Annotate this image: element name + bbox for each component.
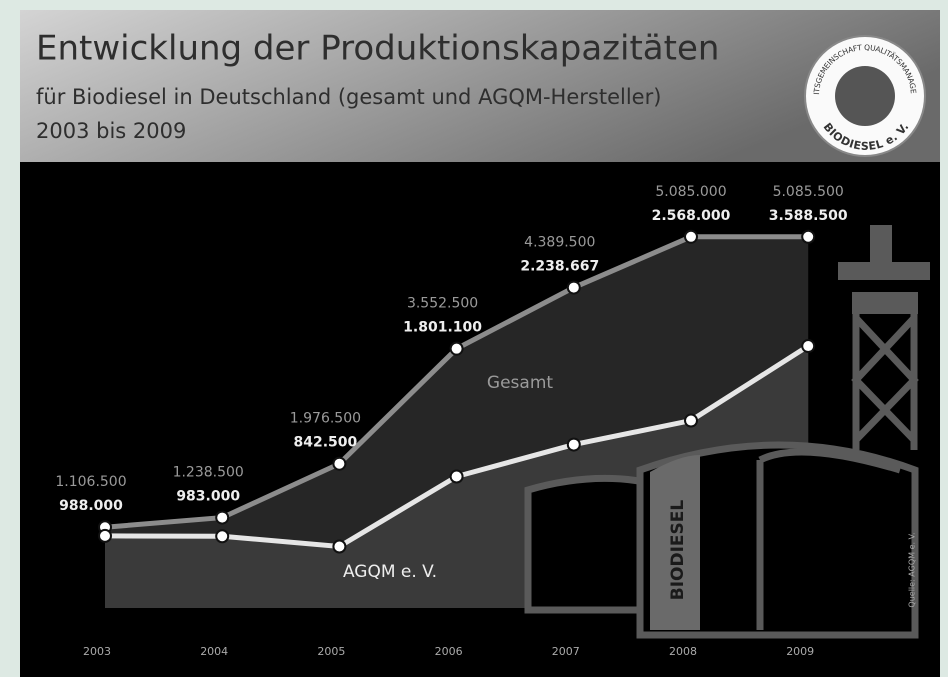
value-label: 988.000 [59, 498, 123, 514]
period: 2003 bis 2009 [36, 119, 186, 143]
value-label: 1.106.500 [55, 474, 126, 490]
point [801, 339, 816, 354]
source: Quelle: AGQM e. V. [908, 532, 917, 607]
value-label: 4.389.500 [524, 235, 595, 251]
x-tick-label: 2007 [552, 645, 580, 658]
point [684, 413, 698, 428]
x-tick-label: 2004 [200, 645, 228, 658]
value-label: 5.085.000 [655, 184, 726, 200]
value-label: 5.085.500 [773, 184, 844, 200]
value-label: 1.801.100 [403, 320, 482, 336]
value-label: 3.552.500 [407, 296, 478, 312]
x-tick-label: 2003 [83, 645, 111, 658]
series-label: AGQM e. V. [343, 562, 437, 582]
point [215, 510, 230, 525]
series-label: Gesamt [487, 373, 553, 393]
point [449, 341, 464, 356]
point [566, 437, 581, 452]
tank-label: BIODIESEL [668, 500, 688, 601]
point [332, 539, 347, 554]
lines: 1.106.500 988.000 2003 1.238.500 983.000 2004… [55, 184, 848, 658]
point [449, 469, 464, 484]
x-tick-label: 2008 [669, 645, 697, 658]
x-tick-label: 2009 [786, 645, 814, 658]
header [20, 10, 940, 162]
illustration [524, 225, 930, 639]
logo-drop [835, 66, 895, 126]
x-tick-label: 2006 [435, 645, 463, 658]
point [801, 229, 816, 244]
value-label: 842.500 [294, 435, 358, 451]
value-label: 2.238.667 [520, 259, 599, 275]
x-tick-label: 2005 [317, 645, 345, 658]
title: Entwicklung der Produktionskapazitäten [36, 29, 719, 69]
value-label: 1.238.500 [173, 465, 244, 481]
value-label: 3.588.500 [769, 208, 848, 224]
point [332, 456, 347, 471]
point [684, 229, 698, 244]
point [215, 529, 230, 544]
subtitle: für Biodiesel in Deutschland (gesamt und… [36, 85, 661, 109]
point [98, 528, 112, 543]
value-label: 983.000 [176, 489, 240, 505]
value-label: 2.568.000 [652, 208, 731, 224]
value-label: 1.976.500 [290, 411, 361, 427]
point [566, 280, 581, 295]
